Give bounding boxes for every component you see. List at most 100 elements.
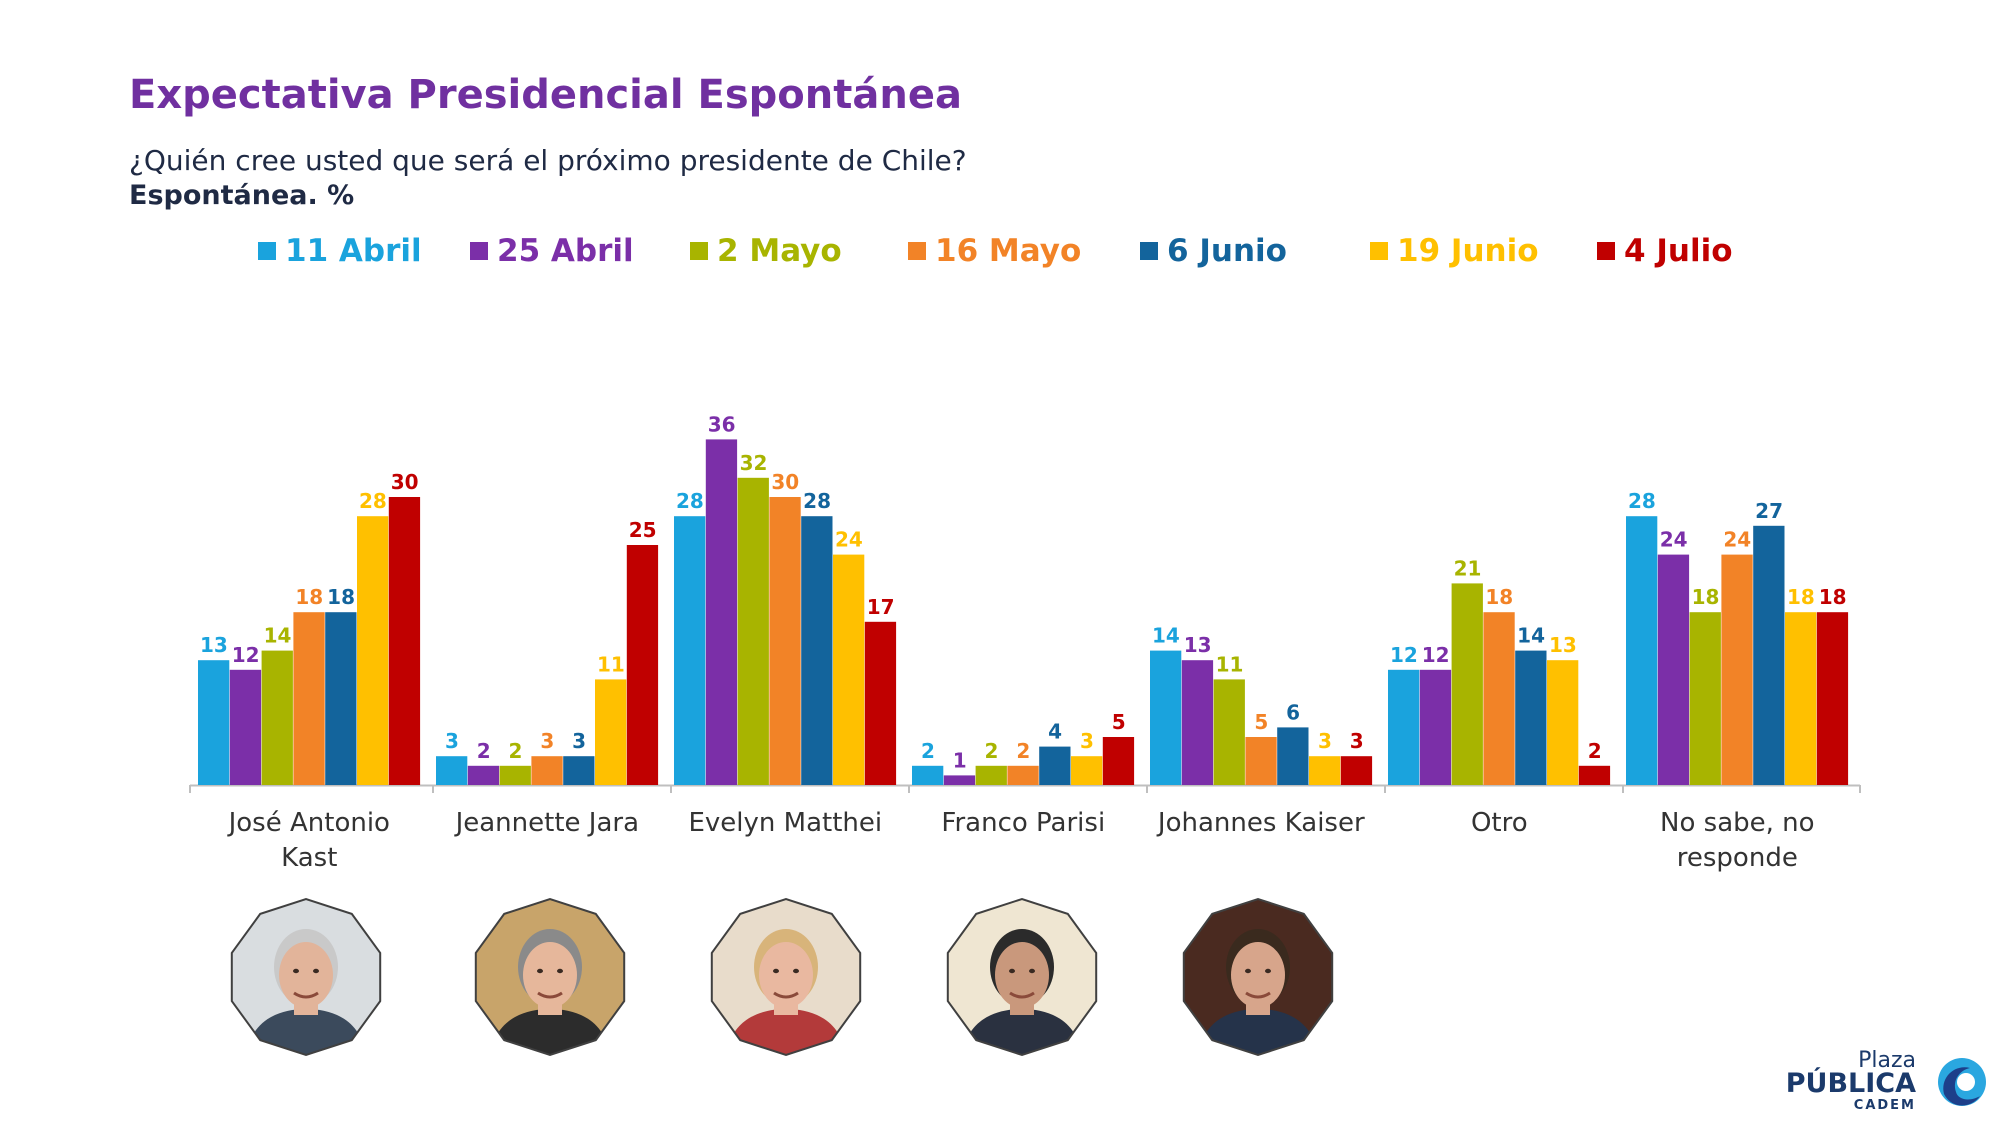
legend-label: 4 Julio — [1624, 233, 1733, 269]
bar — [1515, 650, 1547, 785]
bar — [833, 554, 865, 785]
bar — [499, 765, 531, 785]
bar — [229, 669, 262, 785]
legend-swatch — [470, 242, 488, 260]
data-label: 2 — [985, 739, 999, 763]
data-label: 5 — [1112, 710, 1126, 734]
data-label: 30 — [771, 470, 799, 494]
chart-subtitle-unit: Espontánea. % — [129, 180, 355, 211]
bar — [1578, 765, 1611, 785]
chart-title: Expectativa Presidencial Espontánea — [129, 72, 962, 118]
data-label: 14 — [264, 624, 292, 648]
bar — [1245, 737, 1277, 785]
data-label: 17 — [867, 595, 895, 619]
bar — [293, 612, 325, 785]
logo-text-publica: PÚBLICA — [1785, 1068, 1916, 1099]
bar — [801, 516, 833, 785]
bar — [1309, 756, 1341, 785]
bar — [1277, 727, 1309, 785]
bar — [769, 497, 801, 785]
bar — [198, 660, 230, 785]
bar — [531, 756, 563, 785]
data-label: 3 — [1350, 729, 1364, 753]
bar — [1340, 756, 1373, 785]
legend-item: 6 Junio — [1140, 233, 1287, 269]
data-label: 27 — [1755, 499, 1783, 523]
data-label: 18 — [295, 585, 323, 609]
data-label: 30 — [391, 470, 419, 494]
bar — [357, 516, 389, 785]
category-label: José Antonio Kast — [227, 808, 390, 873]
data-label: 4 — [1048, 720, 1062, 744]
legend-label: 19 Junio — [1397, 233, 1539, 269]
data-label: 24 — [1660, 528, 1688, 552]
data-label: 18 — [1692, 585, 1720, 609]
bar — [436, 756, 468, 785]
data-label: 32 — [740, 451, 768, 475]
data-label: 24 — [835, 528, 863, 552]
bar — [674, 516, 706, 785]
data-label: 2 — [1016, 739, 1030, 763]
category-label: Johannes Kaiser — [1156, 808, 1365, 838]
bar — [1150, 650, 1182, 785]
legend-item: 16 Mayo — [908, 233, 1081, 269]
legend-item: 11 Abril — [258, 233, 422, 269]
legend-label: 25 Abril — [497, 233, 634, 269]
candidate-photo-parisi — [946, 897, 1098, 1057]
data-label: 18 — [327, 585, 355, 609]
bar — [975, 765, 1007, 785]
category-label: Otro — [1471, 808, 1528, 838]
bar — [1753, 525, 1785, 785]
bar — [563, 756, 595, 785]
data-label: 3 — [445, 729, 459, 753]
bar — [1102, 737, 1135, 785]
bar — [705, 439, 738, 785]
plaza-publica-logo: Plaza PÚBLICA CADEM — [1786, 1048, 1990, 1114]
data-label: 3 — [540, 729, 554, 753]
legend-label: 16 Mayo — [935, 233, 1082, 269]
legend-item: 2 Mayo — [690, 233, 842, 269]
data-label: 6 — [1286, 700, 1300, 724]
data-label: 3 — [1318, 729, 1332, 753]
bar — [1721, 554, 1753, 785]
data-label: 18 — [1485, 585, 1513, 609]
bar — [467, 765, 500, 785]
data-label: 2 — [1588, 739, 1602, 763]
data-label: 28 — [359, 489, 387, 513]
legend-swatch — [1370, 242, 1388, 260]
category-label: Jeannette Jara — [454, 808, 639, 838]
category-label: Evelyn Matthei — [688, 808, 882, 838]
data-label: 28 — [803, 489, 831, 513]
bar — [864, 621, 897, 785]
candidate-photo-matthei — [710, 897, 862, 1057]
legend-label: 2 Mayo — [717, 233, 842, 269]
bar — [1007, 765, 1039, 785]
data-label: 11 — [597, 652, 625, 676]
candidate-photo-kaiser — [1182, 897, 1334, 1057]
bar — [626, 545, 659, 785]
bar — [1213, 679, 1245, 785]
legend-swatch — [1140, 242, 1158, 260]
data-label: 12 — [1422, 643, 1450, 667]
legend-item: 4 Julio — [1597, 233, 1733, 269]
bar — [1483, 612, 1515, 785]
category-label: Franco Parisi — [941, 808, 1105, 838]
bar — [1039, 746, 1071, 785]
candidate-photo-kast — [230, 897, 382, 1057]
data-label: 24 — [1723, 528, 1751, 552]
legend-label: 6 Junio — [1167, 233, 1287, 269]
data-label: 25 — [629, 518, 657, 542]
logo-text-plaza: Plaza — [1858, 1048, 1916, 1073]
bar — [325, 612, 357, 785]
data-label: 13 — [200, 633, 228, 657]
data-label: 1 — [953, 748, 967, 772]
bar — [388, 497, 421, 785]
bar — [261, 650, 293, 785]
bar — [943, 775, 976, 785]
logo-text-cadem: CADEM — [1853, 1098, 1916, 1113]
data-label: 11 — [1216, 652, 1244, 676]
bar — [1816, 612, 1849, 785]
data-label: 28 — [676, 489, 704, 513]
data-label: 21 — [1454, 556, 1482, 580]
